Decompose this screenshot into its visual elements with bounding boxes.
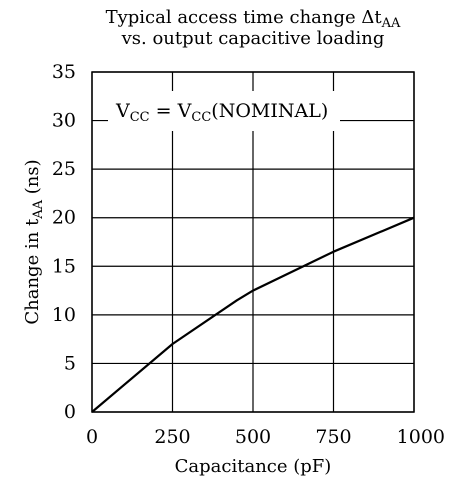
y-tick-label: 20 [52, 207, 76, 229]
x-tick-label: 0 [86, 426, 98, 448]
x-tick-labels: 0 250 500 750 1000 [86, 426, 445, 448]
x-tick-label: 1000 [397, 426, 445, 448]
y-tick-label: 25 [52, 158, 76, 180]
y-tick-label: 10 [52, 304, 76, 326]
y-tick-label: 0 [64, 401, 76, 423]
y-tick-label: 35 [52, 61, 76, 83]
x-axis-label: Capacitance (pF) [175, 456, 332, 477]
y-tick-label: 15 [52, 255, 76, 277]
y-axis-label: Change in tAA (ns) [22, 159, 46, 324]
y-tick-label: 5 [64, 352, 76, 374]
series-line [91, 216, 415, 413]
plot-frame [91, 71, 415, 413]
chart-title-line1: Typical access time change ΔtAA [106, 7, 401, 31]
x-tick-label: 500 [235, 426, 271, 448]
y-tick-label: 30 [52, 110, 76, 132]
annotation-vcc: VCC = VCC(NOMINAL) [115, 100, 328, 125]
x-tick-label: 250 [154, 426, 190, 448]
y-tick-labels: 0 5 10 15 20 25 30 35 [52, 61, 76, 423]
chart-title-line2: vs. output capacitive loading [121, 28, 385, 49]
annotation-box [108, 91, 340, 131]
x-tick-label: 750 [315, 426, 351, 448]
